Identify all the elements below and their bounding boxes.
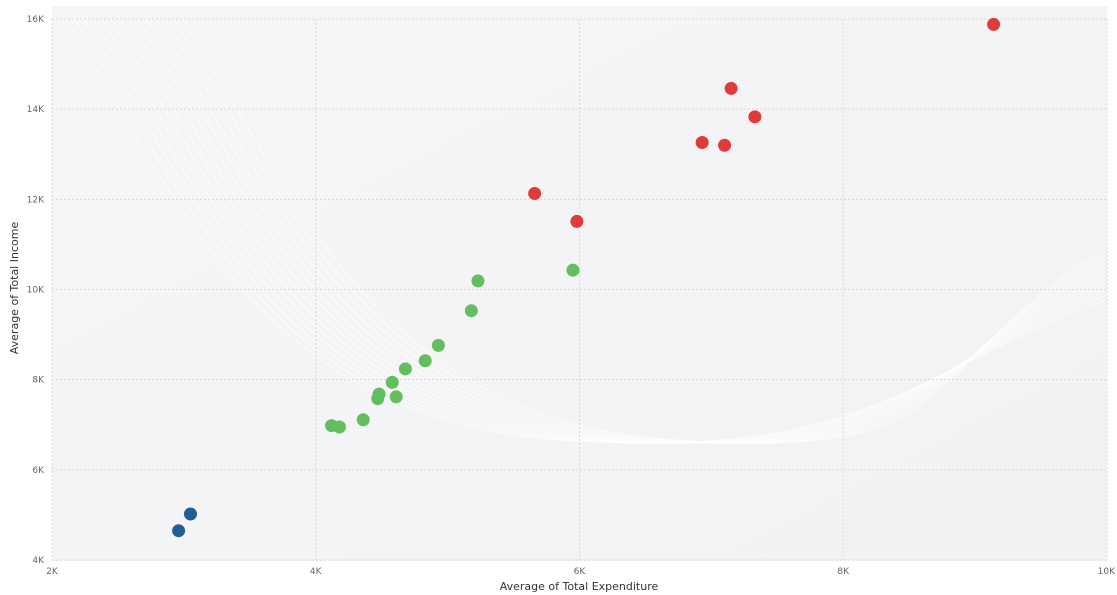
- x-tick-label: 10K: [1098, 567, 1116, 577]
- y-tick-label: 16K: [27, 15, 45, 25]
- scatter-point[interactable]: [431, 338, 445, 352]
- scatter-point[interactable]: [464, 304, 478, 318]
- scatter-point[interactable]: [471, 274, 485, 288]
- scatter-point[interactable]: [566, 263, 580, 277]
- scatter-point[interactable]: [695, 136, 709, 150]
- y-tick-label: 8K: [32, 376, 45, 386]
- background-wave-line: [167, 9, 1106, 444]
- scatter-point[interactable]: [398, 362, 412, 376]
- scatter-point[interactable]: [356, 413, 370, 427]
- scatter-point[interactable]: [183, 507, 197, 521]
- scatter-point[interactable]: [724, 81, 738, 95]
- x-tick-label: 2K: [46, 567, 59, 577]
- y-axis-ticks: 4K 6K 8K 10K 12K 14K 16K: [27, 15, 45, 566]
- y-tick-label: 6K: [32, 466, 45, 476]
- x-axis-ticks: 2K 4K 6K 8K 10K: [46, 567, 1116, 577]
- scatter-point[interactable]: [385, 375, 399, 389]
- y-tick-label: 10K: [27, 286, 45, 296]
- data-points: [172, 17, 1001, 538]
- scatter-point[interactable]: [748, 110, 762, 124]
- background-wave-line: [158, 9, 1106, 444]
- scatter-point[interactable]: [332, 420, 346, 434]
- scatter-point[interactable]: [418, 354, 432, 368]
- x-tick-label: 4K: [310, 567, 323, 577]
- background-wave-line: [176, 9, 1106, 444]
- scatter-point[interactable]: [172, 524, 186, 538]
- y-tick-label: 12K: [27, 195, 45, 205]
- scatter-point[interactable]: [987, 17, 1001, 31]
- y-tick-label: 4K: [32, 556, 45, 566]
- y-axis-title: Average of Total Income: [8, 222, 21, 355]
- scatter-point[interactable]: [570, 214, 584, 228]
- scatter-point[interactable]: [372, 387, 386, 401]
- scatter-point[interactable]: [389, 390, 403, 404]
- background-waves: [59, 9, 1106, 444]
- scatter-point[interactable]: [528, 186, 542, 200]
- x-axis-title: Average of Total Expenditure: [500, 580, 659, 593]
- y-tick-label: 14K: [27, 105, 45, 115]
- scatter-point[interactable]: [718, 138, 732, 152]
- x-tick-label: 8K: [837, 567, 850, 577]
- x-tick-label: 6K: [574, 567, 587, 577]
- background-wave-line: [149, 9, 1106, 444]
